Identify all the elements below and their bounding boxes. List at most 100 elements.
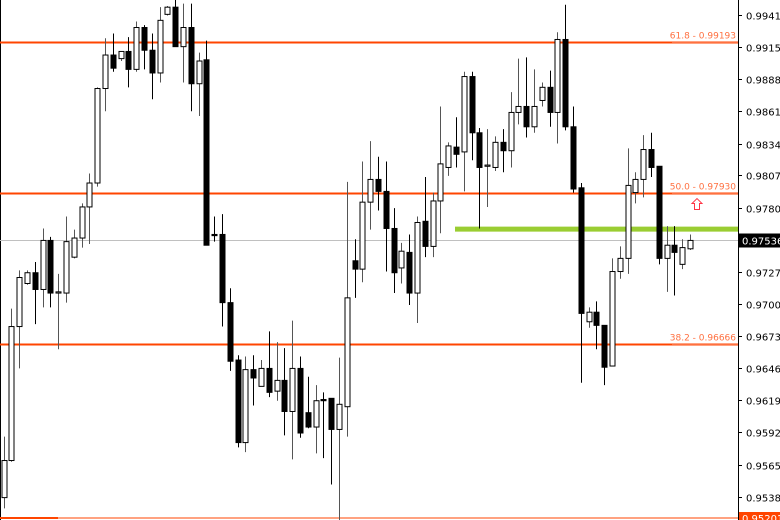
bullish-candle (157, 19, 164, 74)
bearish-candle (352, 260, 359, 270)
bearish-candle (149, 49, 156, 74)
bearish-candle (375, 178, 382, 192)
bullish-candle (133, 27, 140, 70)
bearish-candle (47, 239, 54, 294)
bullish-candle (344, 297, 351, 408)
bearish-candle (305, 412, 312, 428)
bullish-candle (414, 221, 421, 294)
bullish-candle (640, 149, 647, 180)
bullish-candle (664, 244, 671, 259)
bullish-candle (258, 367, 265, 387)
bearish-candle (328, 397, 335, 430)
bullish-candle (55, 291, 62, 294)
bearish-candle (656, 165, 663, 259)
up-arrow-icon (690, 197, 704, 211)
bullish-candle (398, 250, 405, 269)
bearish-candle (250, 369, 257, 379)
bullish-candle (445, 145, 452, 168)
bearish-candle (476, 132, 483, 168)
bullish-candle (492, 141, 499, 168)
bullish-candle (86, 182, 93, 208)
bullish-candle (461, 76, 468, 153)
bearish-candle (32, 272, 39, 290)
bullish-candle (531, 105, 538, 128)
bullish-candle (430, 200, 437, 247)
bearish-candle (172, 6, 179, 48)
bullish-candle (632, 178, 639, 194)
axis-tick-label: 0.97805 (746, 205, 780, 216)
bullish-candle (539, 86, 546, 101)
bearish-candle (281, 379, 288, 412)
bearish-candle (523, 105, 530, 128)
fib-level-label: 61.8 - 0.99193 (670, 32, 736, 42)
bullish-candle (313, 400, 320, 428)
bearish-candle (383, 190, 390, 229)
current-price-label: 0.97536 (742, 237, 780, 248)
bullish-candle (617, 257, 624, 273)
axis-tick-label: 0.98075 (746, 172, 780, 183)
axis-tick-label: 0.95655 (746, 462, 780, 473)
bearish-candle (211, 233, 218, 237)
bullish-candle (71, 237, 78, 258)
bullish-candle (687, 239, 694, 250)
bullish-candle (242, 369, 249, 444)
bullish-candle (40, 239, 47, 290)
bearish-candle (219, 233, 226, 304)
bullish-candle (180, 27, 187, 48)
bullish-candle (196, 60, 203, 85)
bottom-price-label: 0.95201 (742, 514, 780, 520)
bullish-candle (609, 271, 616, 367)
bearish-candle (422, 220, 429, 247)
bullish-candle (79, 206, 86, 239)
bearish-candle (469, 76, 476, 134)
bearish-candle (406, 251, 413, 294)
bearish-candle (578, 187, 585, 314)
bullish-candle (1, 460, 8, 499)
bearish-candle (671, 244, 678, 253)
bullish-candle (24, 272, 31, 284)
axis-tick-label: 0.95925 (746, 429, 780, 440)
bearish-candle (601, 324, 608, 368)
bullish-candle (94, 88, 101, 184)
axis-tick-label: 0.96195 (746, 397, 780, 408)
bullish-candle (336, 403, 343, 430)
bullish-candle (508, 111, 515, 152)
bearish-candle (320, 399, 327, 402)
bearish-candle (391, 227, 398, 274)
axis-tick-label: 0.99415 (746, 12, 780, 23)
bearish-candle (648, 149, 655, 168)
bearish-candle (110, 54, 117, 69)
bullish-candle (554, 38, 561, 113)
bearish-candle (235, 359, 242, 444)
bearish-candle (227, 302, 234, 362)
bearish-candle (562, 38, 569, 128)
bearish-candle (141, 27, 148, 51)
axis-tick-label: 0.95385 (746, 494, 780, 505)
bullish-candle (8, 326, 15, 462)
bullish-candle (164, 6, 171, 15)
bearish-candle (593, 311, 600, 326)
bottom-price-tag (739, 512, 780, 520)
bearish-candle (453, 146, 460, 155)
bullish-candle (359, 201, 366, 270)
bearish-candle (203, 59, 210, 246)
bullish-candle (679, 247, 686, 265)
bullish-candle (16, 277, 23, 328)
bearish-candle (500, 141, 507, 152)
bullish-candle (515, 105, 522, 113)
bullish-candle (367, 178, 374, 203)
bullish-candle (118, 50, 125, 60)
bullish-candle (274, 379, 281, 392)
bearish-candle (188, 27, 195, 85)
current-price-tag (739, 233, 780, 248)
